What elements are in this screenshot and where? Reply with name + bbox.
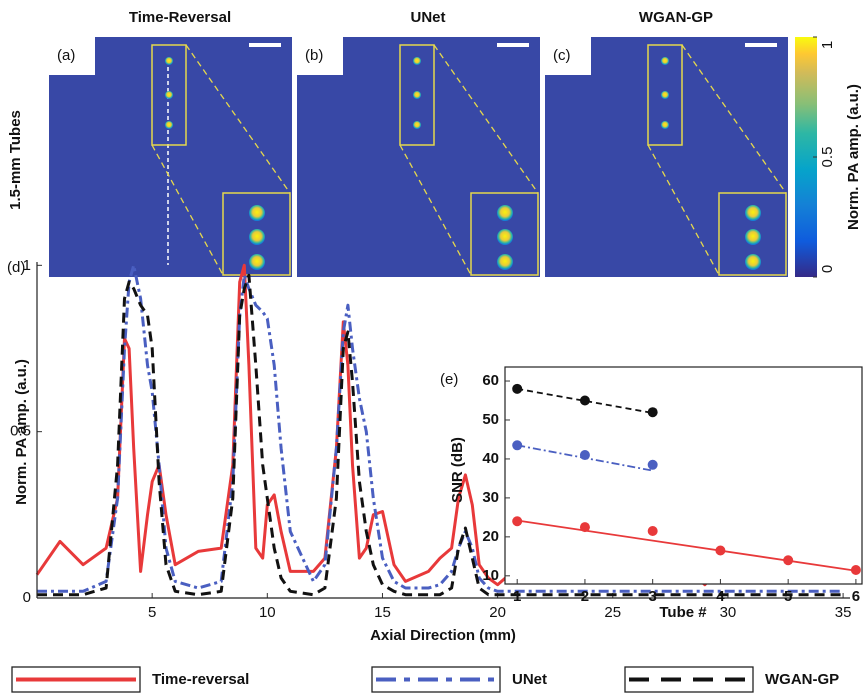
x-tick-label: 3	[649, 588, 657, 605]
tube-spot	[249, 229, 265, 245]
colorbar-tick-label: 0	[819, 265, 836, 273]
tube-spot	[745, 205, 761, 221]
tube-spot	[745, 254, 761, 270]
x-tick-label: 2	[581, 588, 589, 605]
y-tick-label: 50	[482, 411, 499, 428]
data-point	[580, 522, 590, 532]
data-point	[851, 565, 861, 575]
scale-bar	[745, 43, 777, 47]
tube-spot	[661, 121, 669, 129]
panel-label: (b)	[305, 47, 323, 64]
y-tick-label: 20	[482, 528, 499, 545]
tube-spot	[165, 91, 173, 99]
x-axis-label: Tube #	[659, 604, 707, 621]
data-point	[783, 555, 793, 565]
legend-label: WGAN-GP	[765, 671, 839, 688]
x-tick-label: 10	[259, 604, 276, 621]
x-axis-label: Axial Direction (mm)	[370, 627, 516, 644]
tube-spot	[661, 91, 669, 99]
tube-spot	[413, 91, 421, 99]
tube-spot	[745, 229, 761, 245]
panel-label: (e)	[440, 371, 458, 388]
panel-label: (a)	[57, 47, 75, 64]
panel-title: WGAN-GP	[639, 9, 713, 26]
tube-spot	[249, 254, 265, 270]
x-tick-label: 15	[374, 604, 391, 621]
y-tick-label: 0	[23, 589, 31, 606]
data-point	[580, 450, 590, 460]
data-point	[715, 545, 725, 555]
x-tick-label: 20	[489, 604, 506, 621]
x-tick-label: 5	[784, 588, 792, 605]
x-tick-label: 6	[852, 588, 860, 605]
figure: Time-Reversal (a) 1.5-mm Tubes UNet (b) WGAN-…	[0, 0, 867, 697]
y-tick-label: 1	[23, 257, 31, 274]
x-tick-label: 5	[148, 604, 156, 621]
scale-bar	[249, 43, 281, 47]
panel-title: Time-Reversal	[129, 9, 231, 26]
x-tick-label: 4	[716, 588, 725, 605]
y-tick-label: 30	[482, 489, 499, 506]
tube-spot	[661, 57, 669, 65]
data-point	[512, 516, 522, 526]
y-tick-label: 40	[482, 450, 499, 467]
tube-spot	[249, 205, 265, 221]
x-tick-label: 25	[604, 604, 621, 621]
data-point	[512, 384, 522, 394]
scale-bar	[497, 43, 529, 47]
data-point	[648, 460, 658, 470]
tube-spot	[497, 205, 513, 221]
tube-spot	[413, 57, 421, 65]
y-tick-label: 60	[482, 372, 499, 389]
legend-label: UNet	[512, 671, 547, 688]
data-point	[512, 440, 522, 450]
row-label: 1.5-mm Tubes	[7, 110, 24, 210]
panel-title: UNet	[410, 9, 445, 26]
x-tick-label: 1	[513, 588, 521, 605]
tube-spot	[165, 57, 173, 65]
colorbar-tick-label: 0.5	[819, 147, 836, 168]
y-axis-label: SNR (dB)	[449, 437, 466, 503]
y-tick-label: 10	[482, 567, 499, 584]
data-point	[580, 396, 590, 406]
colorbar-tick-label: 1	[819, 41, 836, 49]
y-axis-label: Norm. PA amp. (a.u.)	[13, 359, 30, 505]
panel-label: (c)	[553, 47, 571, 64]
inset-plot	[505, 367, 862, 584]
tube-spot	[497, 254, 513, 270]
data-point	[648, 407, 658, 417]
legend-label: Time-reversal	[152, 671, 249, 688]
tube-spot	[413, 121, 421, 129]
x-tick-label: 30	[720, 604, 737, 621]
data-point	[648, 526, 658, 536]
x-tick-label: 35	[835, 604, 852, 621]
tube-spot	[497, 229, 513, 245]
colorbar-label: Norm. PA amp. (a.u.)	[845, 84, 862, 230]
tube-spot	[165, 121, 173, 129]
